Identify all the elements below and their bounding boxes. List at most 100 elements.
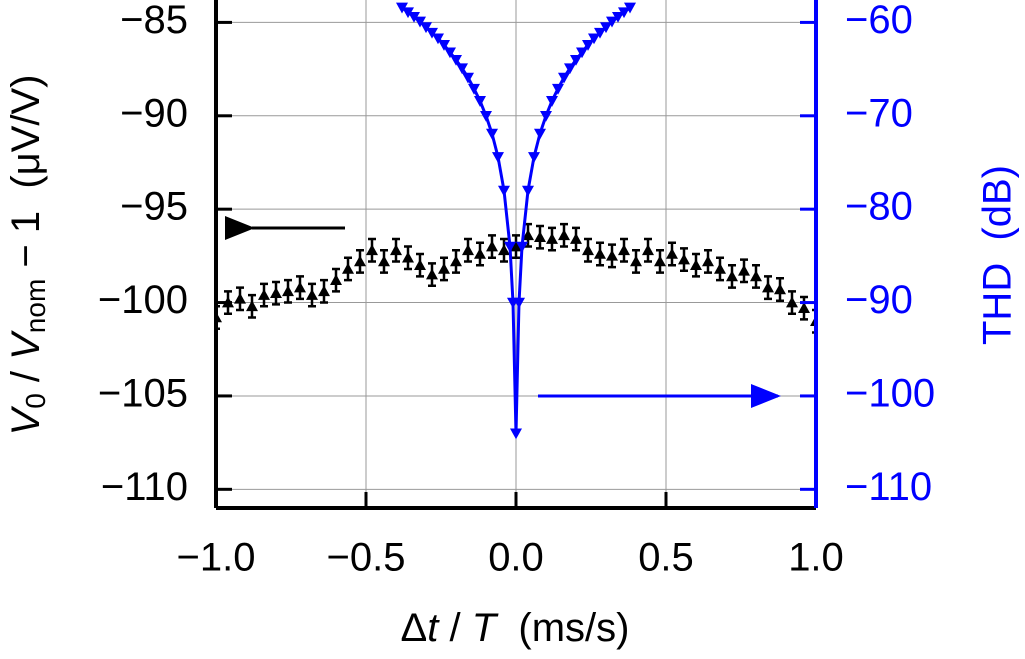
marker [510, 428, 522, 440]
x-label-part: / [438, 606, 471, 650]
marker [396, 2, 408, 14]
marker [552, 83, 564, 95]
marker [618, 244, 630, 256]
marker [606, 16, 618, 28]
marker [534, 231, 546, 242]
y2-tick-label: −90 [845, 278, 913, 322]
marker [612, 12, 624, 23]
marker [786, 296, 798, 308]
marker [516, 241, 528, 253]
marker [522, 185, 534, 197]
marker [402, 7, 414, 19]
marker [474, 248, 486, 259]
marker [378, 255, 390, 267]
marker [690, 259, 702, 271]
y-tick-label: −85 [120, 0, 188, 42]
y-tick-label: −100 [98, 278, 188, 322]
marker [354, 255, 366, 267]
marker [594, 27, 606, 39]
marker [270, 287, 282, 299]
marker [678, 253, 690, 265]
marker [306, 289, 318, 300]
marker [486, 128, 498, 140]
marker [522, 229, 534, 241]
marker [564, 63, 576, 75]
marker [318, 285, 330, 297]
marker [486, 240, 498, 252]
marker [402, 251, 414, 263]
marker [366, 244, 378, 256]
marker [426, 27, 438, 39]
marker [468, 83, 480, 95]
axes: −1.0 −0.5 0.0 0.5 1.0−110−105−100−95−90−85−1… [98, 0, 935, 580]
x-tick-label: −0.5 [327, 536, 406, 580]
marker [528, 152, 540, 163]
marker [480, 110, 492, 122]
marker [558, 229, 570, 241]
marker [513, 297, 525, 309]
marker [618, 7, 630, 19]
marker [438, 40, 450, 51]
x-tick-label: 0.0 [488, 536, 544, 580]
marker [714, 262, 726, 274]
marker [408, 12, 420, 23]
y-tick-label: −110 [101, 465, 188, 509]
marker [546, 96, 558, 107]
marker [414, 259, 426, 271]
marker [666, 248, 678, 259]
y2-tick-label: −100 [845, 372, 935, 416]
marker [774, 283, 786, 295]
marker [414, 16, 426, 28]
marker [624, 2, 636, 14]
y-tick-label: −95 [120, 185, 188, 229]
marker [546, 233, 558, 244]
marker [246, 300, 258, 312]
y2-axis-label: THD (dB) [976, 165, 1020, 345]
y-label-part: V [4, 405, 48, 435]
x-tick-label: 0.5 [638, 536, 694, 580]
marker [282, 285, 294, 297]
marker [504, 241, 516, 253]
x-label-part: (ms/s) [496, 606, 629, 650]
marker [702, 255, 714, 267]
x-tick-label: −1.0 [177, 536, 256, 580]
y-tick-label: −90 [120, 91, 188, 135]
y-label-part: nom [20, 279, 51, 333]
marker [588, 33, 600, 45]
marker [762, 281, 774, 293]
marker [456, 63, 468, 75]
y-label-part: 0 [20, 393, 51, 409]
y2-tick-label: −60 [845, 0, 913, 42]
marker [438, 262, 450, 274]
marker [642, 244, 654, 256]
marker [654, 255, 666, 267]
marker [606, 249, 618, 261]
x-tick-label: 1.0 [788, 536, 844, 580]
marker [630, 255, 642, 267]
marker [474, 96, 486, 107]
y-label-part: / [4, 360, 48, 393]
marker [444, 47, 456, 59]
marker [540, 110, 552, 122]
x-label-part: t [427, 606, 440, 650]
marker [450, 54, 462, 66]
x-label-part: Δ [401, 606, 428, 650]
marker [594, 248, 606, 259]
marker [294, 281, 306, 293]
marker [726, 270, 738, 282]
marker [738, 264, 750, 276]
marker [582, 244, 594, 256]
marker [342, 262, 354, 274]
x-label-part: T [472, 606, 499, 650]
y-label-part: V [4, 330, 48, 360]
error-bar [216, 305, 220, 330]
marker [498, 185, 510, 197]
marker [558, 72, 570, 84]
marker [510, 240, 522, 252]
marker [492, 152, 504, 163]
marker [432, 33, 444, 45]
marker [390, 244, 402, 256]
marker [570, 54, 582, 66]
marker [330, 274, 342, 285]
